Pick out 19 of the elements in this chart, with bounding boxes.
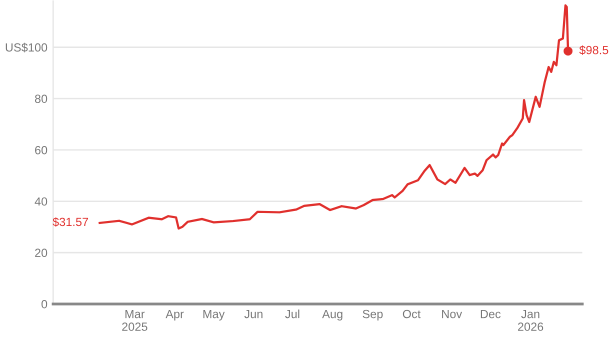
- x-tick-label: Jun: [244, 310, 262, 318]
- y-tick-label: 60: [35, 146, 48, 154]
- y-tick-label: US$100: [6, 42, 48, 52]
- x-tick-label: Aug: [322, 310, 342, 321]
- x-tick-label: Nov: [442, 310, 462, 318]
- x-tick-label: Mar 2025: [122, 310, 148, 331]
- y-tick-label: 20: [35, 248, 48, 258]
- x-tick-label: Jan 2026: [518, 310, 544, 331]
- y-tick-label: 40: [34, 197, 48, 206]
- x-tick-label: May: [203, 310, 225, 321]
- y-tick-label: 80: [34, 94, 48, 103]
- annotation: $31.57: [52, 217, 88, 227]
- x-tick-label: Dec: [480, 310, 501, 318]
- annotation: $98.5: [579, 45, 608, 55]
- y-tick-label: 0: [42, 300, 48, 308]
- x-tick-label: Apr: [166, 310, 184, 321]
- x-tick-label: Sep: [362, 310, 383, 321]
- x-tick-label: Jul: [285, 310, 300, 318]
- x-tick-label: Oct: [402, 310, 421, 318]
